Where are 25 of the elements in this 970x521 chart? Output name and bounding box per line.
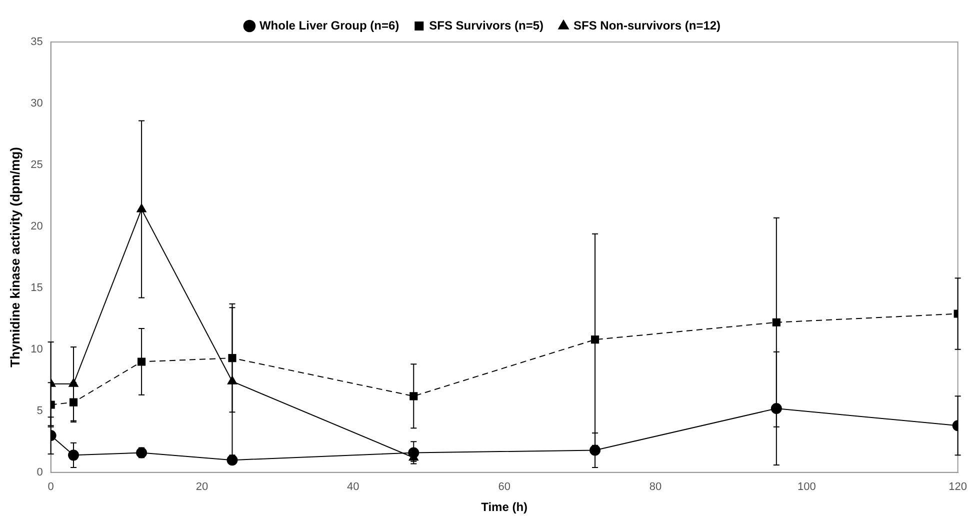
x-tick-label: 100 <box>797 481 816 494</box>
x-tick-label: 80 <box>649 481 662 494</box>
point <box>226 454 238 466</box>
y-tick-label: 15 <box>30 282 43 294</box>
y-tick-label: 0 <box>36 466 43 478</box>
legend-label: SFS Non-survivors (n=12) <box>574 18 721 32</box>
point <box>138 358 146 366</box>
y-tick-label: 10 <box>30 343 43 356</box>
point <box>770 402 782 414</box>
x-tick-label: 120 <box>948 481 968 494</box>
y-axis-title: Thymidine kinase activity (dpm/mg) <box>7 147 22 368</box>
legend-label: Whole Liver Group (n=6) <box>259 18 400 32</box>
y-tick-label: 25 <box>30 159 43 172</box>
point <box>68 450 80 461</box>
x-tick-label: 0 <box>48 481 54 494</box>
legend-label: SFS Survivors (n=5) <box>429 18 544 32</box>
y-tick-label: 35 <box>30 36 43 48</box>
x-axis-title: Time (h) <box>481 500 528 514</box>
x-tick-label: 20 <box>196 481 208 494</box>
y-tick-label: 5 <box>36 404 43 417</box>
point <box>228 354 236 362</box>
y-tick-label: 20 <box>30 220 43 232</box>
y-tick-label: 30 <box>30 98 43 110</box>
x-tick-label: 40 <box>347 481 360 494</box>
x-tick-label: 60 <box>498 481 510 494</box>
